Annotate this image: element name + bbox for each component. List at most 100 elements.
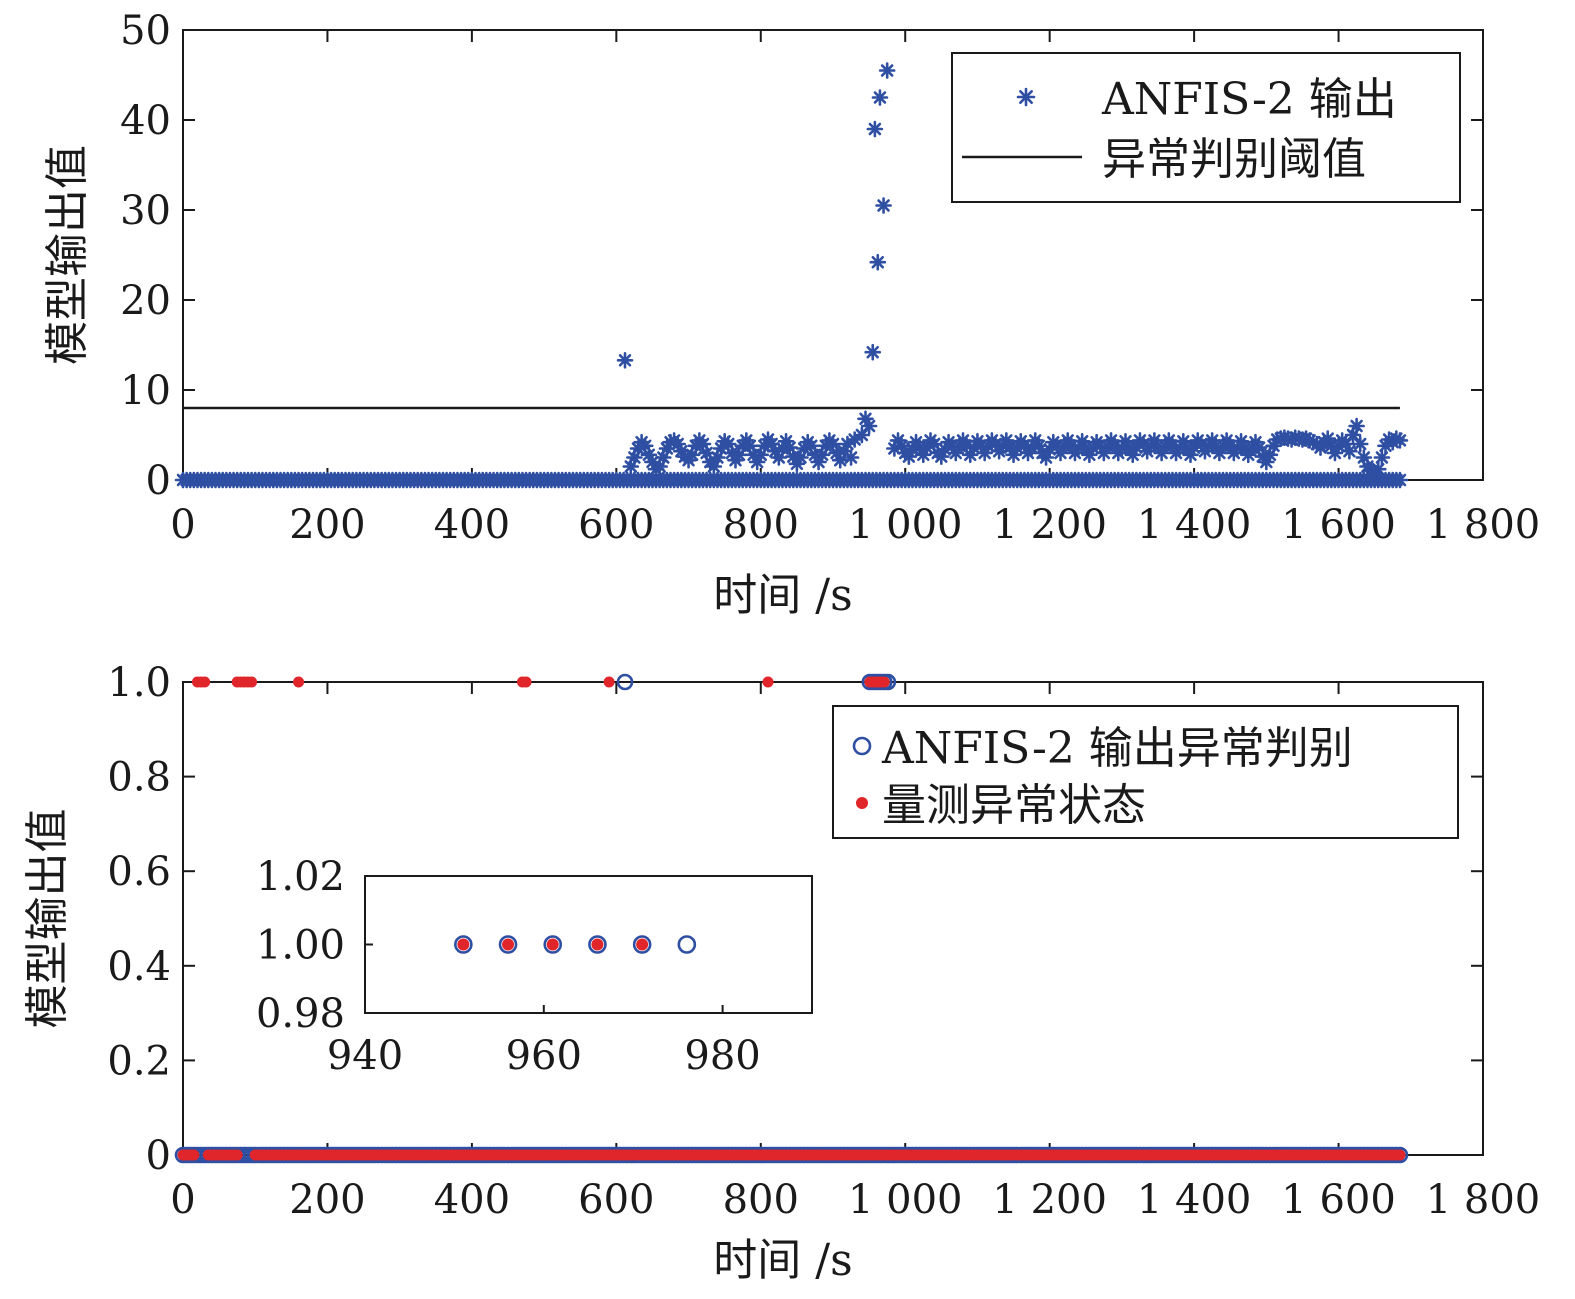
data-point bbox=[824, 435, 842, 453]
data-point bbox=[878, 676, 890, 688]
legend-box bbox=[832, 705, 1459, 839]
inset-data-point bbox=[502, 938, 515, 951]
legend-label-threshold: 异常判别阈值 bbox=[1102, 134, 1366, 185]
x-axis-label: 时间 /s bbox=[713, 1235, 852, 1286]
x-tick-label: 600 bbox=[578, 502, 654, 548]
data-point bbox=[188, 1149, 200, 1161]
inset-data-point bbox=[543, 935, 563, 954]
y-tick-label: 10 bbox=[120, 368, 171, 414]
y-tick-label: 1.0 bbox=[107, 660, 171, 706]
bottom-chart: 0 200 400 600 800 1 000 1 200 1 400 1 600 1 800 0 0… bbox=[22, 660, 1540, 1286]
data-point bbox=[1394, 1149, 1406, 1161]
data-point bbox=[603, 676, 615, 688]
x-tick-label: 1 600 bbox=[1281, 502, 1396, 548]
y-tick-label: 30 bbox=[120, 188, 171, 234]
data-point bbox=[293, 676, 305, 688]
data-point bbox=[719, 435, 737, 453]
inset-data-point bbox=[632, 935, 652, 954]
data-point bbox=[520, 676, 532, 688]
y-tick-label: 0 bbox=[146, 1133, 171, 1179]
data-point bbox=[231, 1149, 243, 1161]
data-point bbox=[1351, 435, 1369, 453]
data-point bbox=[864, 343, 882, 361]
legend-circle-marker bbox=[852, 736, 872, 756]
inset-data-point bbox=[588, 935, 607, 954]
inset-data-point bbox=[677, 935, 697, 954]
x-tick-label: 1 200 bbox=[992, 502, 1107, 548]
inset-y-tick-label: 0.98 bbox=[256, 991, 345, 1037]
data-point bbox=[1373, 449, 1391, 466]
x-tick-label: 800 bbox=[723, 1177, 799, 1223]
y-tick-label: 0.2 bbox=[107, 1038, 171, 1084]
data-point bbox=[1341, 442, 1358, 460]
y-tick-label: 40 bbox=[120, 98, 171, 144]
y-axis-label: 模型输出值 bbox=[42, 145, 93, 365]
data-point bbox=[866, 120, 884, 138]
data-point bbox=[842, 449, 860, 466]
inset-data-point bbox=[591, 938, 604, 951]
inset-data-point bbox=[457, 938, 470, 951]
x-tick-label: 0 bbox=[170, 502, 195, 548]
anfis2-output-points bbox=[174, 62, 1409, 489]
data-point bbox=[1369, 460, 1387, 478]
legend-dot-marker bbox=[856, 797, 868, 809]
y-tick-label: 0.6 bbox=[107, 849, 171, 895]
data-point bbox=[616, 351, 634, 369]
x-tick-label: 1 400 bbox=[1137, 502, 1252, 548]
data-point bbox=[1348, 417, 1365, 435]
inset-data-point bbox=[636, 938, 649, 951]
inset-data-point bbox=[498, 935, 518, 954]
data-point bbox=[762, 676, 774, 688]
data-point bbox=[199, 676, 211, 688]
x-axis-label: 时间 /s bbox=[713, 570, 852, 621]
inset-x-tick-label: 980 bbox=[684, 1033, 760, 1079]
x-tick-label: 200 bbox=[289, 502, 365, 548]
inset-y-tick-label: 1.02 bbox=[256, 854, 345, 900]
legend-box bbox=[951, 52, 1461, 203]
x-tick-label: 1 000 bbox=[848, 1177, 963, 1223]
data-point bbox=[875, 197, 892, 214]
y-tick-label: 0 bbox=[146, 458, 171, 504]
legend-label-anfis2-output: ANFIS-2 输出 bbox=[1101, 74, 1397, 125]
legend-label-anfis2-judgement: ANFIS-2 输出异常判别 bbox=[881, 723, 1353, 774]
inset-chart: 940 960 980 0.98 1.00 1.02 bbox=[256, 854, 813, 1079]
inset-data-point bbox=[546, 938, 559, 951]
x-tick-label: 1 000 bbox=[848, 502, 963, 548]
legend-label-measured-abnormal: 量测异常状态 bbox=[882, 780, 1146, 831]
x-tick-label: 1 400 bbox=[1137, 1177, 1252, 1223]
top-chart: 0 200 400 600 800 1 000 1 200 1 400 1 600 1 800 0 1… bbox=[42, 8, 1540, 621]
x-tick-label: 0 bbox=[170, 1177, 195, 1223]
x-tick-label: 400 bbox=[434, 502, 510, 548]
data-point bbox=[1391, 432, 1409, 449]
data-point bbox=[839, 435, 856, 453]
measured-abnormal-points bbox=[177, 676, 1406, 1161]
data-point bbox=[1391, 471, 1409, 489]
legend-asterisk-marker bbox=[1016, 87, 1036, 107]
x-tick-label: 200 bbox=[289, 1177, 365, 1223]
inset-x-tick-label: 940 bbox=[327, 1033, 403, 1079]
data-point bbox=[878, 62, 896, 79]
data-point bbox=[616, 673, 634, 691]
x-tick-label: 1 600 bbox=[1281, 1177, 1396, 1223]
inset-y-tick-label: 1.00 bbox=[256, 923, 345, 969]
data-point bbox=[246, 676, 258, 688]
y-tick-label: 50 bbox=[120, 8, 171, 54]
x-tick-label: 1 200 bbox=[992, 1177, 1107, 1223]
y-tick-label: 20 bbox=[120, 278, 171, 324]
data-point bbox=[869, 253, 887, 271]
x-tick-label: 800 bbox=[723, 502, 799, 548]
y-tick-label: 0.8 bbox=[107, 755, 171, 801]
data-point bbox=[1211, 444, 1228, 462]
x-tick-label: 600 bbox=[578, 1177, 654, 1223]
x-tick-label: 1 800 bbox=[1426, 502, 1541, 548]
inset-x-tick-label: 960 bbox=[506, 1033, 582, 1079]
x-tick-label: 400 bbox=[434, 1177, 510, 1223]
y-tick-label: 0.4 bbox=[107, 944, 171, 990]
y-axis-label: 模型输出值 bbox=[22, 809, 73, 1029]
data-point bbox=[871, 89, 889, 106]
x-tick-label: 1 800 bbox=[1426, 1177, 1541, 1223]
inset-data-point bbox=[454, 935, 473, 954]
